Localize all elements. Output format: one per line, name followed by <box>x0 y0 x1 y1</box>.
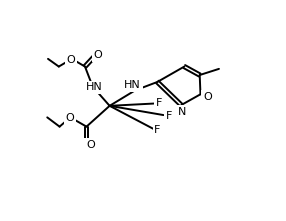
Text: O: O <box>203 91 212 102</box>
Text: F: F <box>156 98 162 108</box>
Text: O: O <box>94 50 102 60</box>
Text: O: O <box>67 55 76 65</box>
Text: F: F <box>154 126 160 135</box>
Text: HN: HN <box>124 80 141 90</box>
Text: O: O <box>65 113 74 123</box>
Text: N: N <box>178 107 186 117</box>
Text: F: F <box>166 111 172 121</box>
Text: HN: HN <box>86 82 102 92</box>
Text: O: O <box>86 140 95 150</box>
